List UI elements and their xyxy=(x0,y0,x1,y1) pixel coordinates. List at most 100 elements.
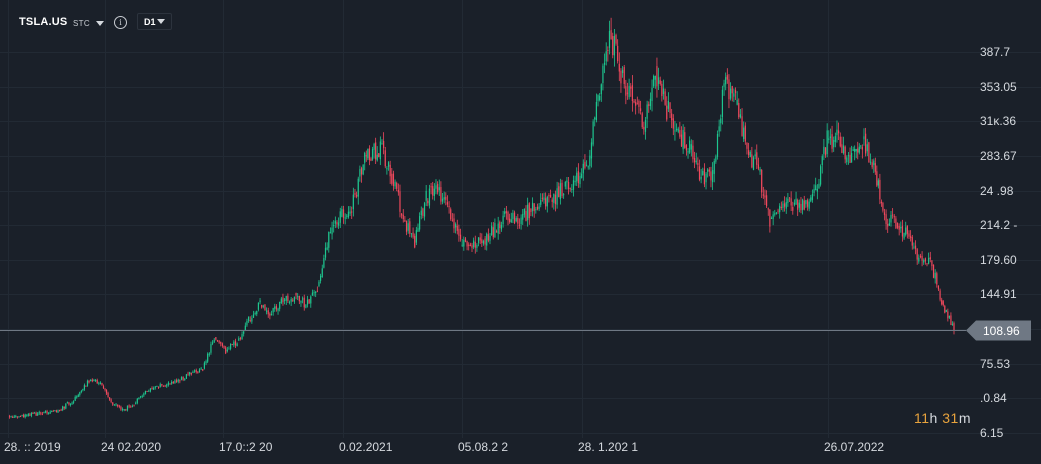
y-tick-label: 6.15 xyxy=(980,426,1004,440)
candle-down xyxy=(164,385,166,387)
candle-down xyxy=(295,293,297,296)
candle-up xyxy=(905,227,907,235)
chart-type-select[interactable]: STC xyxy=(73,15,104,31)
candle-up xyxy=(321,268,323,278)
candle-up xyxy=(153,387,155,390)
candle-up xyxy=(236,343,238,346)
candle-down xyxy=(623,67,625,84)
candle-up xyxy=(428,188,431,206)
candle-up xyxy=(74,396,76,401)
candle-down xyxy=(130,406,132,408)
candle-down xyxy=(916,249,918,260)
candle-up xyxy=(821,156,823,166)
candle-down xyxy=(68,402,70,405)
candle-down xyxy=(85,385,87,387)
candle-down xyxy=(383,141,385,149)
candle-up xyxy=(26,415,28,417)
candle-up xyxy=(592,121,594,145)
candle-down xyxy=(908,233,910,237)
candle-up xyxy=(888,223,890,226)
candle-up xyxy=(138,397,140,400)
candle-up xyxy=(65,404,67,409)
candle-down xyxy=(412,232,414,238)
candle-down xyxy=(218,341,220,343)
candle-up xyxy=(37,413,39,416)
candle-up xyxy=(423,203,426,217)
y-tick-label: 214.2 - xyxy=(980,218,1017,232)
candle-down xyxy=(942,301,944,306)
candle-down xyxy=(839,136,841,147)
candle-up xyxy=(113,404,115,406)
candle-up xyxy=(716,133,719,157)
candle-up xyxy=(816,189,818,192)
candle-down xyxy=(161,384,163,386)
candle-up xyxy=(49,411,51,414)
candle-up xyxy=(193,370,196,372)
candle-down xyxy=(459,234,462,240)
candle-up xyxy=(143,393,145,396)
candle-up xyxy=(572,180,575,190)
candle-up xyxy=(587,166,589,168)
candle-down xyxy=(46,411,48,414)
candle-down xyxy=(914,245,917,249)
candle-up xyxy=(644,119,647,132)
candle-down xyxy=(797,200,799,210)
candle-down xyxy=(887,223,889,227)
info-icon[interactable]: i xyxy=(114,16,127,29)
candle-up xyxy=(346,215,348,217)
candle-up xyxy=(362,164,364,175)
candle-up xyxy=(381,143,383,145)
candle-up xyxy=(43,412,45,414)
candle-down xyxy=(710,171,712,181)
candle-up xyxy=(563,194,565,196)
candle-down xyxy=(405,220,408,232)
candle-up xyxy=(770,217,773,219)
candle-down xyxy=(936,273,938,285)
candle-down xyxy=(234,340,237,346)
timeframe-select[interactable]: D1 xyxy=(137,13,172,30)
candle-down xyxy=(806,200,809,207)
candle-up xyxy=(918,257,920,262)
symbol-label[interactable]: TSLA.US xyxy=(19,16,68,28)
candle-down xyxy=(509,218,511,222)
candle-up xyxy=(725,77,727,85)
candle-up xyxy=(339,211,341,223)
candle-up xyxy=(869,161,872,163)
candle-down xyxy=(162,385,165,387)
candle-up xyxy=(251,318,253,322)
candle-up xyxy=(297,296,299,298)
candle-up xyxy=(811,194,814,200)
candle-up xyxy=(18,416,20,418)
candle-down xyxy=(60,409,62,411)
candle-down xyxy=(195,370,197,373)
candle-up xyxy=(945,310,947,312)
candle-up xyxy=(873,160,875,165)
candle-down xyxy=(469,244,471,247)
candlestick-series xyxy=(8,17,955,419)
candle-up xyxy=(262,305,264,307)
candle-down xyxy=(392,173,395,187)
candle-down xyxy=(607,49,609,51)
candle-up xyxy=(171,381,173,384)
candle-up xyxy=(333,225,335,227)
candle-up xyxy=(379,141,381,160)
candle-up xyxy=(829,136,832,139)
candle-down xyxy=(202,369,204,371)
candle-up xyxy=(455,224,457,228)
candle-up xyxy=(415,230,417,243)
candle-down xyxy=(107,392,109,398)
candle-down xyxy=(517,218,519,224)
candle-up xyxy=(376,154,378,161)
candle-down xyxy=(316,290,318,292)
candle-down xyxy=(479,237,481,241)
candle-up xyxy=(15,416,17,418)
candle-down xyxy=(356,194,358,197)
candle-down xyxy=(221,343,224,346)
candle-down xyxy=(757,164,760,169)
x-tick-label: 26.07.2022 xyxy=(824,440,884,454)
candle-down xyxy=(769,209,771,227)
candle-down xyxy=(342,209,345,218)
candle-up xyxy=(311,292,314,296)
candle-up xyxy=(435,185,437,189)
